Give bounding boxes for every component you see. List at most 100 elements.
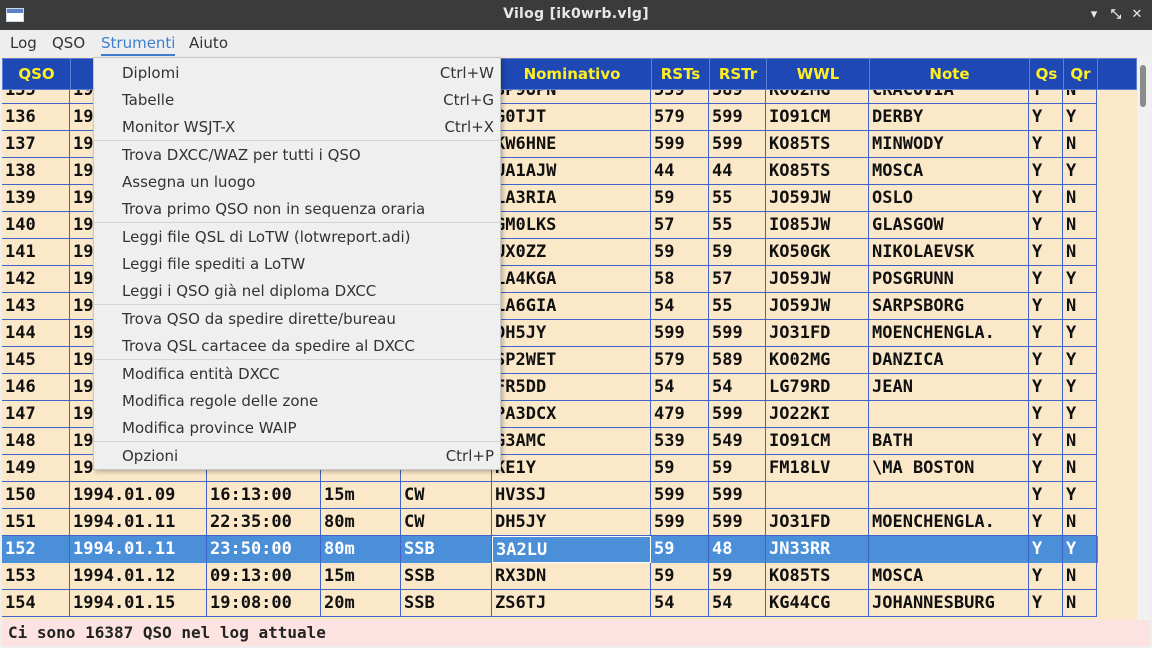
cell-rstr[interactable]: 599 (709, 482, 766, 509)
cell-wwl[interactable]: JO59JW (766, 185, 869, 212)
cell-wwl[interactable]: JO59JW (766, 293, 869, 320)
cell-qsl-recv[interactable]: Y (1063, 158, 1097, 185)
cell-qso[interactable]: 142 (2, 266, 70, 293)
cell-note[interactable]: MOENCHENGLA. (869, 320, 1029, 347)
cell-qsl-sent[interactable]: Y (1029, 320, 1063, 347)
cell-rsts[interactable]: 54 (651, 293, 709, 320)
cell-note[interactable]: BATH (869, 428, 1029, 455)
cell-callsign[interactable]: ZS6TJ (492, 590, 651, 617)
cell-qso[interactable]: 143 (2, 293, 70, 320)
cell-rstr[interactable]: 54 (709, 590, 766, 617)
cell-rsts[interactable]: 579 (651, 104, 709, 131)
cell-rstr[interactable]: 59 (709, 563, 766, 590)
cell-callsign[interactable]: UX0ZZ (492, 239, 651, 266)
table-row[interactable]: 149 19 KE1Y 59 59 FM18LV \MA BOSTON Y N (2, 455, 1098, 482)
menu-item-tabelle[interactable]: Tabelle Ctrl+G (94, 86, 500, 113)
menu-log[interactable]: Log (10, 34, 37, 52)
cell-rstr[interactable]: 549 (709, 428, 766, 455)
cell-note[interactable]: OSLO (869, 185, 1029, 212)
cell-note[interactable]: MINWODY (869, 131, 1029, 158)
cell-callsign[interactable]: LA3RIA (492, 185, 651, 212)
menu-item-trova-primo-qso-non-in-sequenza-oraria[interactable]: Trova primo QSO non in sequenza oraria (94, 195, 500, 222)
cell-qsl-sent[interactable]: Y (1029, 374, 1063, 401)
cell-qsl-recv[interactable]: N (1063, 428, 1097, 455)
cell-callsign[interactable]: G3AMC (492, 428, 651, 455)
cell-rstr[interactable]: 599 (709, 509, 766, 536)
cell-rstr[interactable]: 48 (709, 536, 766, 563)
table-row[interactable]: 144 19 DH5JY 599 599 JO31FD MOENCHENGLA. Y Y (2, 320, 1098, 347)
cell-wwl[interactable]: KO85TS (766, 158, 869, 185)
menu-item-trova-dxcc-waz-per-tutti-i-qso[interactable]: Trova DXCC/WAZ per tutti i QSO (94, 141, 500, 168)
scrollbar-thumb[interactable] (1140, 65, 1146, 107)
cell-qso[interactable]: 136 (2, 104, 70, 131)
cell-qsl-sent[interactable]: Y (1029, 482, 1063, 509)
cell-qso[interactable]: 137 (2, 131, 70, 158)
cell-qso[interactable]: 141 (2, 239, 70, 266)
vertical-scrollbar[interactable] (1137, 57, 1150, 620)
column-header-wwl[interactable]: WWL (766, 58, 870, 90)
cell-qsl-sent[interactable]: Y (1029, 347, 1063, 374)
cell-rsts[interactable]: 59 (651, 536, 709, 563)
cell-band[interactable]: 15m (321, 482, 401, 509)
cell-mode[interactable]: CW (401, 482, 492, 509)
cell-qsl-sent[interactable]: Y (1029, 563, 1063, 590)
cell-rsts[interactable]: 57 (651, 212, 709, 239)
cell-date[interactable]: 1994.01.11 (70, 509, 207, 536)
cell-band[interactable]: 20m (321, 590, 401, 617)
maximize-icon[interactable]: ⤡ (1110, 7, 1122, 22)
cell-note[interactable]: JOHANNESBURG (869, 590, 1029, 617)
cell-qso[interactable]: 154 (2, 590, 70, 617)
cell-time[interactable]: 09:13:00 (207, 563, 321, 590)
cell-rsts[interactable]: 579 (651, 347, 709, 374)
cell-qsl-sent[interactable]: Y (1029, 401, 1063, 428)
cell-wwl[interactable]: JO22KI (766, 401, 869, 428)
app-window-icon[interactable] (6, 8, 24, 22)
cell-mode[interactable]: CW (401, 509, 492, 536)
cell-qso[interactable]: 146 (2, 374, 70, 401)
cell-date[interactable]: 1994.01.09 (70, 482, 207, 509)
cell-rstr[interactable]: 599 (709, 401, 766, 428)
menu-item-leggi-i-qso-gi-nel-diploma-dxcc[interactable]: Leggi i QSO già nel diploma DXCC (94, 277, 500, 304)
cell-qsl-recv[interactable]: N (1063, 590, 1097, 617)
cell-rsts[interactable]: 54 (651, 590, 709, 617)
column-header-qsl-recv[interactable]: Qr (1063, 58, 1098, 90)
cell-qsl-sent[interactable]: Y (1029, 455, 1063, 482)
cell-qso[interactable]: 140 (2, 212, 70, 239)
cell-callsign[interactable]: UA1AJW (492, 158, 651, 185)
cell-qsl-recv[interactable]: Y (1063, 482, 1097, 509)
cell-qso[interactable]: 151 (2, 509, 70, 536)
menu-item-modifica-province-waip[interactable]: Modifica province WAIP (94, 414, 500, 441)
cell-rsts[interactable]: 59 (651, 455, 709, 482)
column-header-callsign[interactable]: Nominativo (492, 58, 652, 90)
cell-wwl[interactable]: LG79RD (766, 374, 869, 401)
close-icon[interactable]: ✕ (1131, 7, 1143, 22)
table-row[interactable]: 150 1994.01.09 16:13:00 15m CW HV3SJ 599 599 Y Y (2, 482, 1098, 509)
menu-aiuto[interactable]: Aiuto (189, 34, 228, 52)
cell-rsts[interactable]: 599 (651, 482, 709, 509)
column-header-qsl-sent[interactable]: Qs (1029, 58, 1064, 90)
table-row[interactable]: 140 19 GM0LKS 57 55 IO85JW GLASGOW Y N (2, 212, 1098, 239)
menu-item-trova-qso-da-spedire-dirette-bureau[interactable]: Trova QSO da spedire dirette/bureau (94, 305, 500, 332)
table-row[interactable]: 143 19 LA6GIA 54 55 JO59JW SARPSBORG Y N (2, 293, 1098, 320)
cell-wwl[interactable]: KG44CG (766, 590, 869, 617)
table-row[interactable]: 145 19 SP2WET 579 589 KO02MG DANZICA Y Y (2, 347, 1098, 374)
cell-callsign[interactable]: LA6GIA (492, 293, 651, 320)
cell-time[interactable]: 16:13:00 (207, 482, 321, 509)
cell-qsl-sent[interactable]: Y (1029, 185, 1063, 212)
cell-note[interactable]: POSGRUNN (869, 266, 1029, 293)
column-header-rsts[interactable]: RSTs (651, 58, 710, 90)
table-row[interactable]: 148 19 G3AMC 539 549 IO91CM BATH Y N (2, 428, 1098, 455)
cell-wwl[interactable]: KO02MG (766, 347, 869, 374)
cell-callsign[interactable]: KE1Y (492, 455, 651, 482)
cell-rsts[interactable]: 59 (651, 563, 709, 590)
column-header-note[interactable]: Note (869, 58, 1030, 90)
column-header-qso[interactable]: QSO (2, 58, 71, 90)
menu-item-modifica-entit-dxcc[interactable]: Modifica entità DXCC (94, 360, 500, 387)
cell-qsl-recv[interactable]: N (1063, 455, 1097, 482)
cell-callsign[interactable]: 3A2LU (492, 536, 651, 563)
cell-date[interactable]: 1994.01.15 (70, 590, 207, 617)
cell-wwl[interactable]: KO85TS (766, 131, 869, 158)
cell-note[interactable]: \MA BOSTON (869, 455, 1029, 482)
cell-qsl-recv[interactable]: N (1063, 185, 1097, 212)
cell-wwl[interactable]: IO91CM (766, 104, 869, 131)
